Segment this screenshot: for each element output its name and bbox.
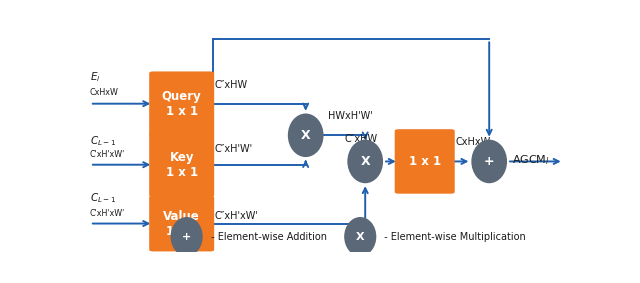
Text: HWxH'W': HWxH'W' <box>328 111 373 121</box>
Text: +: + <box>484 155 495 168</box>
Text: $C_{L-1}$: $C_{L-1}$ <box>90 134 116 148</box>
Text: X: X <box>301 129 310 142</box>
Ellipse shape <box>348 140 383 183</box>
Text: AGCM$_l$: AGCM$_l$ <box>512 153 550 167</box>
Ellipse shape <box>344 217 376 256</box>
Text: CxHxW: CxHxW <box>456 137 491 147</box>
Text: $C_{L-1}$: $C_{L-1}$ <box>90 192 116 205</box>
Text: Value
1 x 1: Value 1 x 1 <box>163 209 200 237</box>
Ellipse shape <box>471 140 507 183</box>
Ellipse shape <box>288 113 324 157</box>
Text: C″xHW: C″xHW <box>215 80 248 90</box>
Text: +: + <box>182 231 191 242</box>
Text: C″xH'xW': C″xH'xW' <box>215 211 259 221</box>
Text: CxHxW: CxHxW <box>90 88 119 97</box>
Text: C″xHW: C″xHW <box>345 134 378 143</box>
Ellipse shape <box>171 217 203 256</box>
Text: X: X <box>360 155 370 168</box>
FancyBboxPatch shape <box>149 132 214 197</box>
Text: C'xH'xW': C'xH'xW' <box>90 150 125 159</box>
Text: 1 x 1: 1 x 1 <box>409 155 441 168</box>
Text: Query
1 x 1: Query 1 x 1 <box>162 90 202 118</box>
Text: Key
1 x 1: Key 1 x 1 <box>166 151 198 179</box>
Text: $E_l$: $E_l$ <box>90 71 100 84</box>
Text: C″xH'W': C″xH'W' <box>215 144 253 155</box>
FancyBboxPatch shape <box>149 196 214 251</box>
FancyBboxPatch shape <box>395 129 455 194</box>
Text: - Element-wise Addition: - Element-wise Addition <box>207 231 326 242</box>
Text: - Element-wise Multiplication: - Element-wise Multiplication <box>381 231 526 242</box>
FancyBboxPatch shape <box>149 71 214 136</box>
Text: C'xH'xW': C'xH'xW' <box>90 209 125 218</box>
Text: X: X <box>356 231 365 242</box>
